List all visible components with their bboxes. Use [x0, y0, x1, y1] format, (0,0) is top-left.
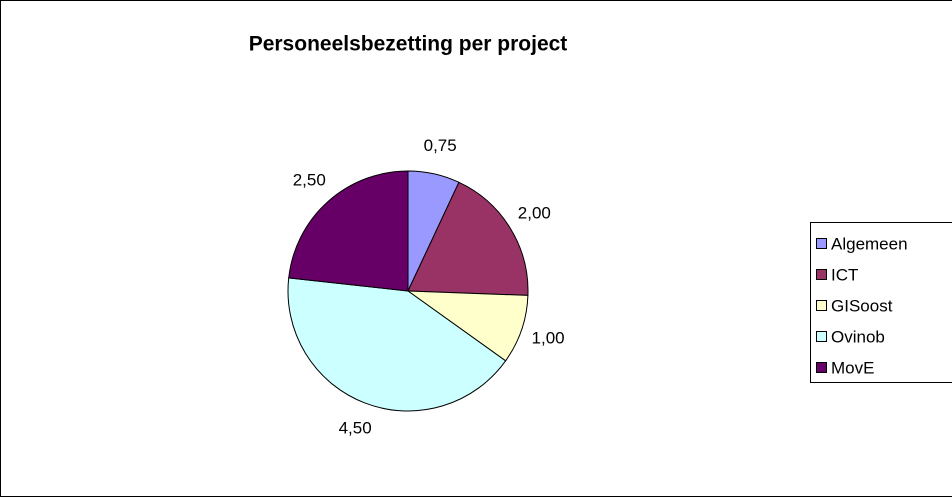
legend-swatch	[816, 300, 827, 311]
legend-label: Algemeen	[831, 234, 908, 253]
data-label: 1,00	[532, 328, 565, 347]
legend-swatch	[816, 238, 827, 249]
pie-slice	[288, 170, 409, 292]
chart-title: Personeelsbezetting per project	[249, 33, 568, 56]
legend-label: ICT	[831, 265, 858, 284]
data-label: 0,75	[424, 136, 457, 155]
data-label: 2,50	[293, 170, 326, 189]
data-label: 2,00	[518, 203, 551, 222]
legend-label: MovE	[831, 358, 874, 377]
data-label: 4,50	[339, 419, 372, 438]
legend-label: Ovinob	[831, 327, 885, 346]
legend-box	[810, 222, 952, 383]
legend-swatch	[816, 362, 827, 373]
pie-slice	[407, 181, 529, 296]
legend-label: GISoost	[831, 296, 893, 315]
legend-swatch	[816, 269, 827, 280]
pie-slice	[287, 277, 507, 412]
legend-swatch	[816, 331, 827, 342]
